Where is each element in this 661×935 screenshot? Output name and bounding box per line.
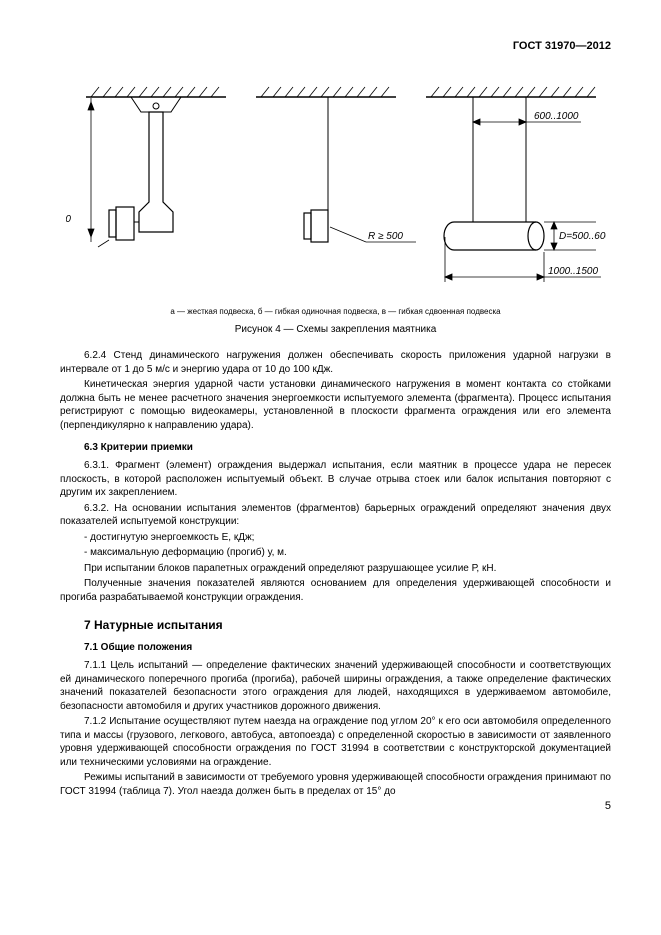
para-6-3-2-a: 6.3.2. На основании испытания элементов … bbox=[60, 502, 611, 529]
para-6-3-1: 6.3.1. Фрагмент (элемент) ограждения выд… bbox=[60, 459, 611, 500]
heading-6-3: 6.3 Критерии приемки bbox=[60, 442, 611, 453]
heading-7-1: 7.1 Общие положения bbox=[60, 642, 611, 653]
para-6-3-2-e: Полученные значения показателей являются… bbox=[60, 577, 611, 604]
para-6-2-4-a: 6.2.4 Стенд динамического нагружения дол… bbox=[60, 349, 611, 376]
page-number: 5 bbox=[605, 800, 611, 812]
para-7-1-2-b: Режимы испытаний в зависимости от требуе… bbox=[60, 771, 611, 798]
heading-7: 7 Натурные испытания bbox=[60, 618, 611, 632]
page-header-standard: ГОСТ 31970—2012 bbox=[60, 40, 611, 52]
figure-legend: а — жесткая подвеска, б — гибкая одиночн… bbox=[60, 307, 611, 316]
svg-text:D=500..600: D=500..600 bbox=[559, 231, 606, 242]
figure-caption: Рисунок 4 — Схемы закрепления маятника bbox=[60, 324, 611, 335]
para-7-1-1: 7.1.1 Цель испытаний — определение факти… bbox=[60, 659, 611, 713]
para-6-2-4-b: Кинетическая энергия ударной части устан… bbox=[60, 378, 611, 432]
para-6-3-2-c: - максимальную деформацию (прогиб) у, м. bbox=[60, 546, 611, 560]
svg-text:600..1000: 600..1000 bbox=[534, 111, 579, 122]
para-7-1-2-a: 7.1.2 Испытание осуществляют путем наезд… bbox=[60, 715, 611, 769]
para-6-3-2-b: - достигнутую энергоемкость Е, кДж; bbox=[60, 531, 611, 545]
figure-4: ≥ 500 bbox=[60, 82, 611, 297]
svg-text:≥ 500: ≥ 500 bbox=[66, 214, 71, 225]
svg-text:1000..1500: 1000..1500 bbox=[548, 266, 598, 277]
para-6-3-2-d: При испытании блоков парапетных огражден… bbox=[60, 562, 611, 576]
svg-text:R ≥ 500: R ≥ 500 bbox=[368, 231, 403, 242]
